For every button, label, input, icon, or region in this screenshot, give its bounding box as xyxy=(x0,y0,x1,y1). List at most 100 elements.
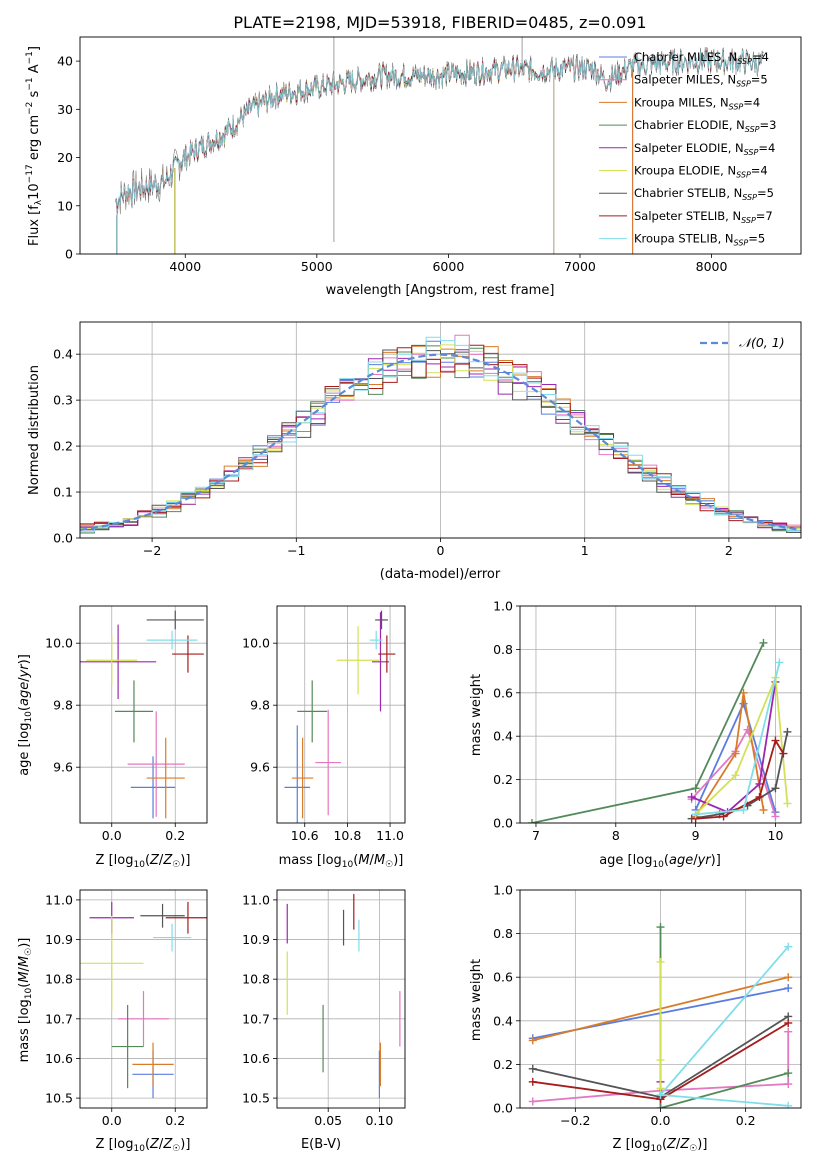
x-tick-label: 10.8 xyxy=(333,828,361,843)
spectrum-model-line xyxy=(115,50,764,207)
x-tick-label: 2 xyxy=(725,543,733,558)
x-tick-label: 6000 xyxy=(432,259,464,274)
residuals-data xyxy=(80,334,801,536)
massweight-vs-age-frame xyxy=(519,605,802,824)
residuals-ylabel: Normed distribution xyxy=(27,365,42,495)
y-tick-label: 11.0 xyxy=(45,892,73,907)
mass-vs-EBV-xlabel: E(B-V) xyxy=(301,1137,341,1152)
y-tick-label: 10.7 xyxy=(45,1011,73,1026)
mass-vs-EBV-panel: 0.05 0.10 10.5 10.6 10.7 10.8 10.9 11.0 E(B-V) xyxy=(242,889,406,1152)
y-tick-label: 10 xyxy=(57,198,73,213)
y-tick-label: 10.6 xyxy=(242,1051,270,1066)
y-tick-label: 0.8 xyxy=(493,926,513,941)
age-vs-mass-xlabel: mass [log10(M/M☉)] xyxy=(279,853,404,870)
y-tick-label: 11.0 xyxy=(242,892,270,907)
y-tick-label: 10.5 xyxy=(242,1091,270,1106)
x-tick-label: −0.2 xyxy=(560,1113,590,1128)
y-tick-label: 10.9 xyxy=(45,932,73,947)
x-tick-label: 0.2 xyxy=(736,1113,756,1128)
massweight-line xyxy=(532,1031,790,1103)
y-tick-label: 10.9 xyxy=(242,932,270,947)
legend-label: Kroupa ELODIE, NSSP=4 xyxy=(634,164,768,180)
y-tick-label: 10.0 xyxy=(45,636,73,651)
legend-label: Kroupa STELIB, NSSP=5 xyxy=(634,232,765,248)
y-tick-label: 0.4 xyxy=(493,1013,513,1028)
mass-vs-Z-plot-area: 0.0 0.2 10.5 10.6 10.7 10.8 10.9 11.0 xyxy=(45,889,208,1128)
massweight-vs-Z-ylabel: mass weight xyxy=(469,959,484,1041)
y-tick-label: 9.8 xyxy=(53,698,73,713)
massweight-vs-age-plot-area: 7 8 9 10 0.0 0.2 0.4 0.6 0.8 1.0 xyxy=(493,599,802,843)
y-tick-label: 0.6 xyxy=(493,685,513,700)
spectrum-ylabel: Flux [fλ10−17 erg cm−2 s−1 A−1] xyxy=(25,46,44,246)
y-tick-label: 20 xyxy=(57,150,73,165)
age-vs-Z-panel: 0.0 0.2 9.6 9.8 10.0 Z [log10(Z/Z☉)] age [lo… xyxy=(17,605,208,870)
x-tick-label: 1 xyxy=(581,543,589,558)
y-tick-label: 9.6 xyxy=(53,760,73,775)
age-vs-Z-grid xyxy=(80,606,207,823)
massweight-line xyxy=(694,677,789,815)
y-tick-label: 30 xyxy=(57,102,73,117)
histogram-step xyxy=(80,345,801,534)
x-tick-label: 9 xyxy=(692,828,700,843)
massweight-vs-age-xlabel: age [log10(age/yr)] xyxy=(599,853,721,870)
x-tick-label: 0.05 xyxy=(314,1113,342,1128)
legend-label: Chabrier MILES, NSSP=4 xyxy=(634,50,769,66)
massweight-vs-Z-panel: −0.2 0.0 0.2 0.0 0.2 0.4 0.6 0.8 1.0 Z [log10(Z/… xyxy=(469,883,802,1154)
x-tick-label: 0.0 xyxy=(651,1113,671,1128)
age-vs-mass-frame xyxy=(276,605,406,824)
spectrum-plot-area: 4000 5000 6000 7000 8000 0 10 20 30 40 xyxy=(57,36,802,274)
spectrum-legend: Chabrier MILES, NSSP=4 Salpeter MILES, NS… xyxy=(599,50,776,248)
x-tick-label: 0.2 xyxy=(165,828,185,843)
residuals-xlabel: (data-model)/error xyxy=(380,567,501,582)
massweight-vs-Z-frame xyxy=(519,889,802,1109)
spectrum-data xyxy=(115,37,764,254)
y-tick-label: 0.0 xyxy=(53,531,73,546)
y-tick-label: 0.1 xyxy=(53,485,73,500)
mass-vs-EBV-grid xyxy=(277,890,405,1108)
y-tick-label: 10.8 xyxy=(242,972,270,987)
massweight-line xyxy=(694,692,765,817)
x-tick-label: 7 xyxy=(532,828,540,843)
histogram-step xyxy=(80,344,801,536)
legend-label: Salpeter STELIB, NSSP=7 xyxy=(634,209,773,225)
age-vs-Z-plot-area: 0.0 0.2 9.6 9.8 10.0 xyxy=(45,605,208,843)
age-vs-Z-frame xyxy=(79,605,208,824)
spectrum-panel: 4000 5000 6000 7000 8000 0 10 20 30 40 Chabrier M… xyxy=(25,36,802,298)
massweight-vs-Z-axes: −0.2 0.0 0.2 0.0 0.2 0.4 0.6 0.8 1.0 xyxy=(493,883,802,1128)
figure-title: PLATE=2198, MJD=53918, FIBERID=0485, z=0… xyxy=(233,13,646,32)
residuals-axes: −2 −1 0 1 2 0.0 0.1 0.2 0.3 0.4 xyxy=(53,321,802,558)
x-tick-label: 10 xyxy=(768,828,784,843)
y-tick-label: 10.5 xyxy=(45,1091,73,1106)
age-vs-mass-panel: 10.6 10.8 11.0 9.6 9.8 10.0 mass [log10(M/M☉)… xyxy=(242,605,406,870)
mass-vs-EBV-plot-area: 0.05 0.10 10.5 10.6 10.7 10.8 10.9 11.0 xyxy=(242,889,406,1128)
spectrum-axes: 4000 5000 6000 7000 8000 0 10 20 30 40 xyxy=(57,36,802,274)
massweight-vs-age-panel: 7 8 9 10 0.0 0.2 0.4 0.6 0.8 1.0 age [log10(age/y… xyxy=(469,599,802,870)
x-tick-label: −2 xyxy=(143,543,161,558)
massweight-vs-Z-data xyxy=(528,923,793,1108)
y-tick-label: 0.2 xyxy=(493,1057,513,1072)
legend-label: Kroupa MILES, NSSP=4 xyxy=(634,95,760,111)
residuals-plot-area: −2 −1 0 1 2 0.0 0.1 0.2 0.3 0.4 𝒩(0, 1) xyxy=(53,321,802,558)
x-tick-label: 0 xyxy=(437,543,445,558)
y-tick-label: 1.0 xyxy=(493,599,513,614)
y-tick-label: 9.8 xyxy=(250,698,270,713)
y-tick-label: 0.2 xyxy=(493,772,513,787)
legend-label: Salpeter ELODIE, NSSP=4 xyxy=(634,141,775,157)
x-tick-label: 4000 xyxy=(169,259,201,274)
x-tick-label: 0.2 xyxy=(165,1113,185,1128)
y-tick-label: 0.4 xyxy=(53,347,73,362)
residuals-frame xyxy=(79,321,802,539)
spectrum-frame xyxy=(79,36,802,255)
age-vs-mass-plot-area: 10.6 10.8 11.0 9.6 9.8 10.0 xyxy=(242,605,406,843)
y-tick-label: 0.0 xyxy=(493,816,513,831)
massweight-vs-age-ylabel: mass weight xyxy=(469,674,484,756)
massweight-line xyxy=(691,681,777,814)
spectrum-xlabel: wavelength [Angstrom, rest frame] xyxy=(326,283,555,298)
y-tick-label: 0.4 xyxy=(493,729,513,744)
mass-vs-EBV-data xyxy=(286,893,401,1099)
x-tick-label: −1 xyxy=(287,543,305,558)
x-tick-label: 11.0 xyxy=(376,828,404,843)
x-tick-label: 8000 xyxy=(696,259,728,274)
x-tick-label: 0.0 xyxy=(102,828,122,843)
